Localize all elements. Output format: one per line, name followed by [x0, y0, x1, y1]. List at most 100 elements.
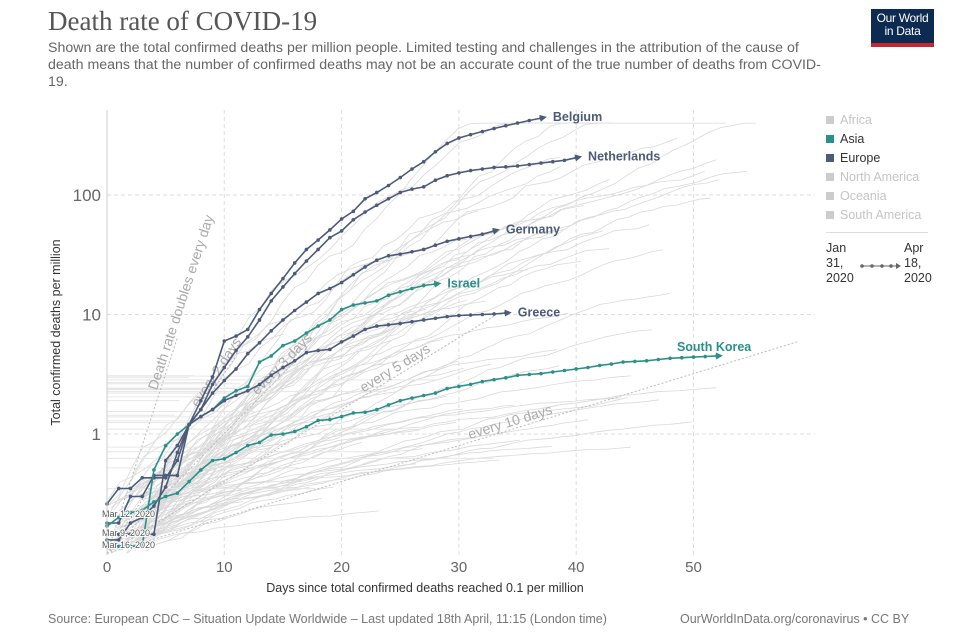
credit-link[interactable]: OurWorldInData.org/coronavirus • CC BY — [680, 612, 910, 626]
data-point — [328, 235, 332, 240]
data-point — [210, 382, 215, 387]
legend-item-north-america[interactable]: North America — [826, 167, 941, 186]
data-point — [445, 141, 449, 146]
data-point — [339, 217, 344, 221]
data-point — [292, 358, 297, 363]
axes: Total confirmed deaths per million Days … — [49, 110, 584, 595]
reference-line-label: Death rate doubles every day — [145, 213, 217, 392]
data-point — [351, 209, 356, 214]
data-point — [257, 340, 262, 345]
legend-label: South America — [840, 207, 922, 222]
timeline-track[interactable] — [860, 261, 902, 271]
data-point — [222, 378, 227, 383]
legend-label: Asia — [840, 131, 865, 146]
data-point — [222, 396, 227, 400]
data-point — [175, 491, 180, 495]
legend: Africa Asia Europe North America Oceania Sout… — [826, 110, 941, 291]
data-point — [116, 486, 121, 491]
owid-logo[interactable]: Our World in Data — [871, 9, 934, 47]
data-point — [410, 286, 414, 291]
data-point — [339, 340, 344, 344]
data-point — [492, 165, 496, 170]
data-point — [292, 261, 297, 265]
data-point — [421, 247, 426, 252]
data-point — [199, 398, 203, 403]
data-point — [316, 247, 320, 252]
data-point — [140, 532, 144, 537]
data-point — [328, 318, 332, 322]
data-point — [316, 418, 320, 423]
series-label: South Korea — [677, 340, 752, 354]
data-point — [398, 289, 403, 294]
data-point — [304, 259, 309, 263]
data-point — [621, 360, 625, 364]
data-point — [292, 429, 297, 434]
other-country-line — [138, 166, 562, 533]
data-point — [386, 322, 391, 327]
legend-item-africa[interactable]: Africa — [826, 110, 941, 129]
timeline-end-month: Apr — [904, 241, 924, 255]
data-point — [163, 443, 168, 448]
x-tick-label: 10 — [216, 559, 233, 576]
data-point — [316, 324, 320, 328]
other-country-line — [110, 312, 569, 508]
data-point — [304, 247, 309, 252]
grid-lines — [107, 110, 815, 555]
data-point — [351, 411, 356, 415]
other-country-line — [114, 205, 584, 546]
timeline-dot — [860, 264, 864, 268]
series-germany: Germany — [105, 222, 560, 542]
legend-item-europe[interactable]: Europe — [826, 148, 941, 167]
data-point — [128, 532, 133, 537]
data-point — [363, 301, 367, 305]
data-point — [574, 367, 578, 371]
data-point — [679, 355, 684, 360]
other-country-line — [142, 465, 237, 498]
data-point — [562, 368, 567, 373]
other-country-line — [119, 399, 660, 534]
series-netherlands: Netherlands — [105, 149, 660, 525]
legend-item-oceania[interactable]: Oceania — [826, 186, 941, 205]
data-point — [234, 367, 238, 371]
y-tick-label: 10 — [82, 306, 101, 325]
series-arrow-icon — [715, 352, 723, 360]
data-point — [398, 190, 403, 195]
data-point — [222, 339, 227, 343]
data-point — [281, 365, 285, 370]
x-tick-label: 0 — [103, 559, 111, 576]
data-point — [281, 285, 285, 289]
data-point — [421, 283, 426, 288]
legend-item-asia[interactable]: Asia — [826, 129, 941, 148]
timeline-slider[interactable]: Jan 31, 2020 Apr 18, 2020 — [826, 241, 941, 291]
data-point — [140, 494, 144, 499]
legend-swatch — [826, 191, 834, 200]
legend-swatch — [826, 153, 834, 162]
other-country-line — [113, 428, 267, 511]
data-point — [152, 532, 156, 537]
legend-item-south-america[interactable]: South America — [826, 205, 941, 224]
data-point — [386, 253, 391, 258]
series-label: Greece — [518, 305, 560, 319]
other-country-line — [151, 248, 610, 507]
data-point — [245, 327, 250, 332]
data-point — [175, 473, 180, 478]
data-point — [269, 291, 274, 296]
other-country-line — [140, 446, 552, 509]
timeline-start-year: 2020 — [826, 271, 854, 285]
data-point — [222, 398, 227, 403]
data-point — [281, 432, 285, 436]
chart-title: Death rate of COVID-19 — [48, 6, 318, 36]
other-country-lines — [106, 122, 756, 554]
data-point — [339, 229, 344, 233]
data-point — [515, 121, 520, 125]
other-country-line — [146, 349, 558, 502]
data-point — [445, 386, 449, 391]
data-point — [468, 168, 473, 173]
data-point — [363, 196, 367, 201]
data-point — [668, 356, 672, 361]
x-axis-label: Days since total confirmed deaths reache… — [266, 581, 584, 595]
data-point — [480, 232, 485, 236]
data-point — [468, 313, 473, 317]
legend-label: Africa — [840, 112, 872, 127]
